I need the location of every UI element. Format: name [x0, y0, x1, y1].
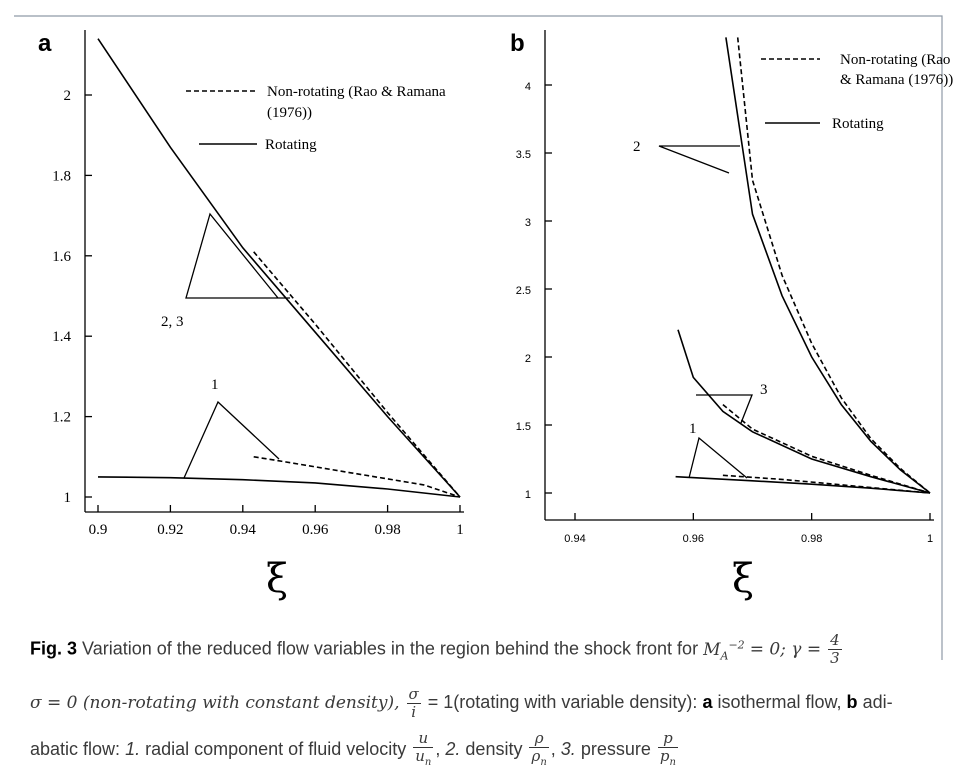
y-tick-label: 2 [525, 353, 531, 365]
y-tick-label: 3 [525, 217, 531, 229]
caption-item3-num: 3. [560, 739, 576, 760]
caption-text-2d: adi- [862, 692, 893, 713]
y-tick-label: 1.5 [516, 421, 531, 433]
annotation-a-23-leader [185, 212, 290, 299]
y-tick-label: 1.6 [52, 249, 71, 265]
caption-line-3: abatic flow: 1. radial component of flui… [30, 726, 940, 772]
annotation-b-1-label: 1 [689, 421, 697, 437]
xaxis-b-symbol: ξ [732, 556, 754, 602]
legend-b-rotating: Rotating [832, 116, 884, 132]
caption-text-3a: abatic flow: [30, 739, 121, 760]
panel-a-chart: 0.9 0.92 0.94 0.96 0.98 1 1 1.2 1.4 1.6 1.8 2 [52, 30, 464, 538]
figure-caption: Fig. 3 Variation of the reduced flow var… [30, 622, 940, 772]
legend-b-nonrotating-line2: & Ramana (1976)) [840, 72, 953, 88]
caption-ma-symbol: MA−2 [703, 638, 745, 663]
legend-a-nonrotating-line1: Non-rotating (Rao & Ramana [267, 84, 446, 100]
caption-fig-label: Fig. 3 [30, 638, 78, 659]
annotation-b-3-label: 3 [760, 382, 768, 398]
y-tick-label: 1 [525, 489, 531, 501]
y-tick-label: 2.5 [516, 285, 531, 297]
annotation-b-2-label: 2 [633, 139, 641, 155]
x-tick-label: 0.96 [302, 522, 329, 538]
caption-b-bold: b [846, 692, 858, 713]
series-line-b-1-dashed [722, 474, 931, 494]
caption-item3-text: pressure [580, 739, 651, 760]
annotation-a-1-leader [183, 400, 280, 479]
y-tick-label: 3.5 [516, 149, 531, 161]
panel-b-chart: 0.94 0.96 0.98 1 1 1.5 2 2.5 3 3.5 4 [516, 30, 934, 545]
x-tick-label: 1 [456, 522, 464, 538]
x-tick-label: 0.9 [89, 522, 108, 538]
annotation-a-23-label: 2, 3 [161, 314, 184, 330]
series-line-b-2-dashed [736, 37, 931, 494]
y-tick-label: 2 [64, 88, 72, 104]
legend-b-nonrotating-line1: Non-rotating (Rao [840, 52, 950, 68]
series-line-b-2-solid [725, 37, 931, 494]
caption-item2-text: density [465, 739, 523, 760]
caption-text-2b: = 1(rotating with variable density): [427, 692, 698, 713]
caption-a-bold: a [702, 692, 713, 713]
y-tick-label: 1.8 [52, 168, 71, 184]
caption-item1-num: 1. [125, 739, 141, 760]
y-tick-label: 1.2 [52, 410, 71, 426]
y-tick-label: 1 [64, 490, 72, 506]
legend-a-nonrotating-line2: (1976)) [267, 105, 312, 121]
caption-text-2a: σ = 0 (non-rotating with constant densit… [30, 693, 400, 714]
legend-a-rotating: Rotating [265, 137, 317, 153]
x-tick-label: 0.92 [157, 522, 183, 538]
caption-ma-rest: = 0; γ = [749, 639, 822, 660]
series-line-a-1-solid [97, 476, 461, 498]
panel-a-label: a [38, 30, 52, 57]
series-line-b-1-solid [675, 475, 931, 494]
x-tick-label: 0.94 [564, 533, 585, 545]
annotation-b-1-leader [688, 436, 748, 479]
panel-b-label: b [510, 30, 525, 57]
caption-p-fraction: p pn [657, 728, 678, 768]
series-line-a-23-solid [97, 38, 461, 498]
caption-item2-num: 2. [445, 739, 461, 760]
series-line-b-3-dashed [722, 403, 931, 494]
caption-text-1: Variation of the reduced flow variables … [82, 638, 699, 659]
caption-u-fraction: u un [413, 728, 434, 768]
caption-line-2: σ = 0 (non-rotating with constant densit… [30, 679, 940, 726]
caption-item1-text: radial component of fluid velocity [145, 739, 407, 760]
annotation-b-3-leader [696, 394, 753, 424]
xaxis-a-symbol: ξ [266, 556, 288, 602]
caption-text-2c: isothermal flow, [717, 692, 842, 713]
x-tick-label: 0.96 [683, 533, 704, 545]
series-line-a-23-dashed [253, 251, 461, 498]
caption-rho-fraction: ρ ρn [529, 728, 549, 768]
annotation-a-1-label: 1 [211, 377, 219, 393]
y-tick-label: 1.4 [52, 329, 71, 345]
x-tick-label: 1 [927, 533, 933, 545]
series-line-a-1-dashed [253, 456, 461, 498]
x-tick-label: 0.94 [230, 522, 257, 538]
x-tick-label: 0.98 [801, 533, 822, 545]
figure-frame [14, 15, 943, 660]
y-tick-label: 4 [525, 81, 531, 93]
x-tick-label: 0.98 [374, 522, 400, 538]
series-line-b-3-solid [677, 329, 931, 494]
caption-line-1: Fig. 3 Variation of the reduced flow var… [30, 622, 940, 679]
annotation-b-2-leader [658, 145, 740, 174]
